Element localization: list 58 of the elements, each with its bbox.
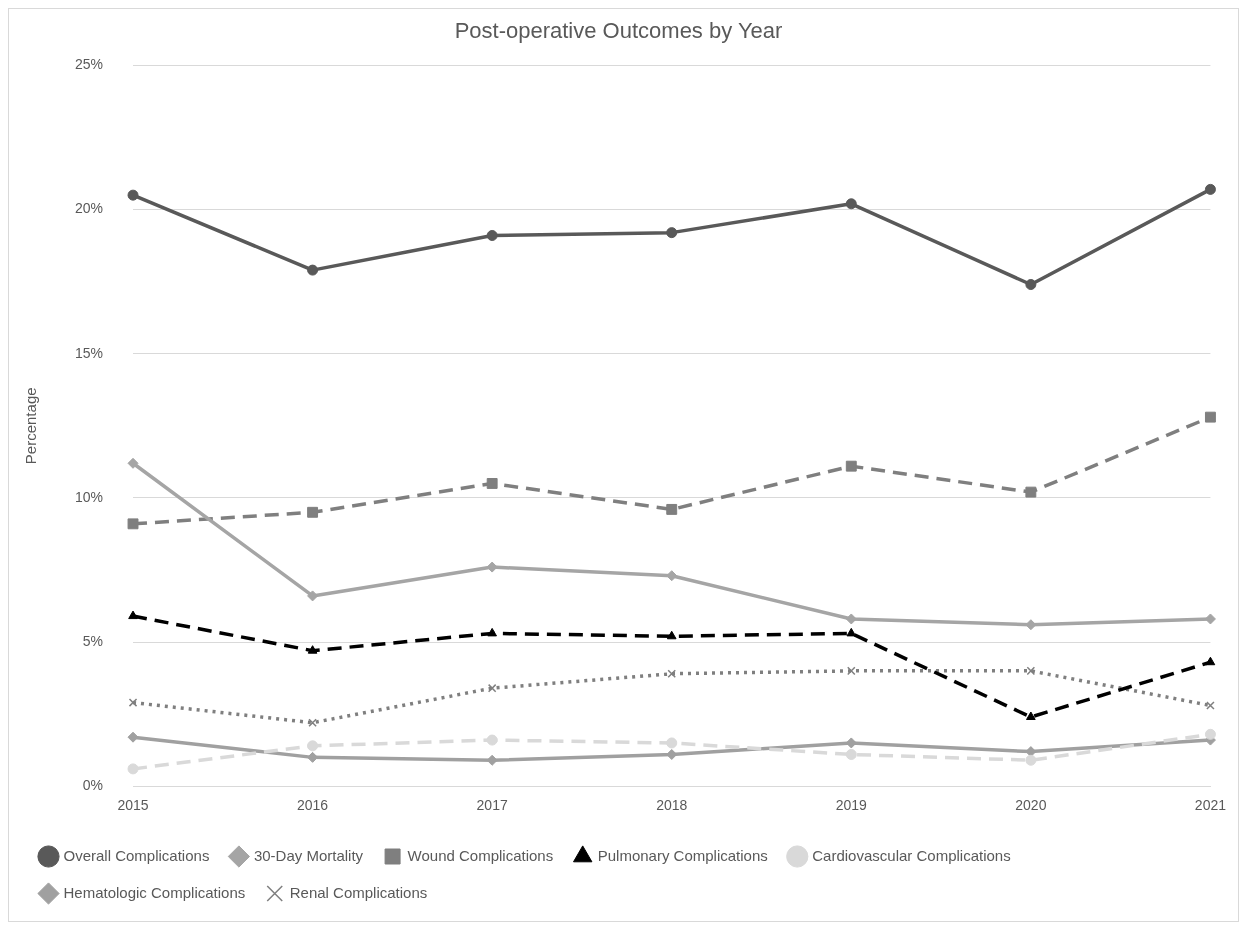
point (127, 763, 139, 775)
point (1205, 656, 1216, 666)
legend-label: Pulmonary Complications (597, 846, 768, 864)
point (127, 518, 139, 530)
point (845, 613, 857, 625)
point (1025, 754, 1037, 766)
legend-label: Cardiovascular Complications (812, 846, 1011, 864)
point (1025, 486, 1037, 498)
point (845, 460, 857, 472)
point (1206, 701, 1215, 710)
point (847, 666, 856, 676)
point (128, 698, 138, 707)
legend-label: Wound Complications (407, 846, 554, 864)
point (127, 189, 139, 201)
point (666, 630, 677, 640)
point (308, 718, 317, 728)
point (667, 669, 677, 679)
y-tick-label: 10% (74, 488, 104, 505)
y-tick-label: 15% (74, 344, 104, 361)
point (1204, 728, 1216, 740)
point (1204, 411, 1216, 423)
point (666, 737, 678, 749)
point (666, 227, 678, 239)
point (486, 478, 498, 489)
point (127, 457, 139, 469)
x-tick-label: 2015 (117, 797, 149, 814)
point (666, 503, 678, 515)
x-tick-label: 2017 (476, 797, 508, 814)
x-tick-label: 2021 (1194, 797, 1227, 814)
legend-label: 30-Day Mortality (253, 846, 364, 864)
point (845, 748, 857, 760)
y-tick-label: 25% (74, 56, 104, 73)
x-tick-label: 2020 (1015, 797, 1047, 814)
point (845, 198, 857, 210)
point (307, 264, 319, 276)
legend-label: Overall Complications (63, 846, 210, 864)
y-axis-title: Percentage (22, 387, 40, 465)
point (1025, 279, 1037, 291)
y-tick-label: 0% (82, 777, 104, 794)
point (486, 230, 498, 242)
x-tick-label: 2016 (297, 797, 329, 814)
point (1026, 711, 1036, 720)
x-tick-label: 2019 (835, 797, 868, 814)
point (486, 734, 498, 746)
point (1026, 666, 1036, 676)
point (1204, 183, 1216, 195)
y-tick-label: 5% (82, 632, 104, 649)
legend-label: Hematologic Complications (63, 883, 246, 901)
chart-title: Post-operative Outcomes by Year (454, 18, 783, 44)
point (307, 645, 318, 654)
point (128, 610, 138, 620)
x-tick-label: 2018 (656, 797, 688, 814)
legend-label: Renal Complications (289, 883, 428, 901)
point (307, 740, 319, 752)
point (307, 506, 319, 518)
y-tick-label: 20% (74, 200, 104, 217)
point (487, 627, 497, 637)
point (487, 683, 497, 693)
